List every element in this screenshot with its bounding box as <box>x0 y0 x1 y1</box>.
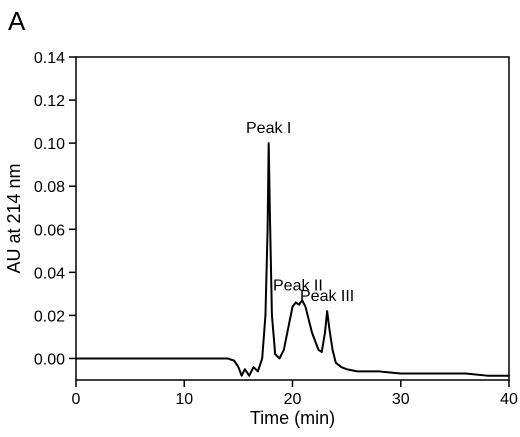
x-tick-label: 30 <box>392 391 410 408</box>
y-tick-label: 0.04 <box>34 265 65 282</box>
x-axis-label: Time (min) <box>250 408 335 428</box>
x-tick-label: 40 <box>500 391 518 408</box>
x-tick-label: 0 <box>72 391 81 408</box>
y-tick-label: 0.12 <box>34 93 65 110</box>
y-tick-label: 0.14 <box>34 50 65 67</box>
y-axis-ticks: 0.00 0.02 0.04 0.06 0.08 0.10 0.12 0.14 <box>34 50 76 368</box>
x-tick-label: 20 <box>284 391 302 408</box>
y-tick-label: 0.10 <box>34 136 65 153</box>
peak-annotation-label: Peak I <box>246 120 291 137</box>
y-tick-label: 0.06 <box>34 222 65 239</box>
y-tick-label: 0.00 <box>34 351 65 368</box>
peak-annotation-label: Peak II <box>273 277 323 294</box>
panel-label: A <box>8 6 26 36</box>
peak-annotation-label: Peak III <box>300 288 354 305</box>
y-axis-label: AU at 214 nm <box>4 163 24 273</box>
x-tick-label: 10 <box>175 391 193 408</box>
plot-frame <box>75 56 510 381</box>
y-tick-label: 0.08 <box>34 179 65 196</box>
chromatogram-trace <box>75 142 510 377</box>
y-tick-label: 0.02 <box>34 308 65 325</box>
x-axis-ticks: 0 10 20 30 40 <box>72 380 518 408</box>
